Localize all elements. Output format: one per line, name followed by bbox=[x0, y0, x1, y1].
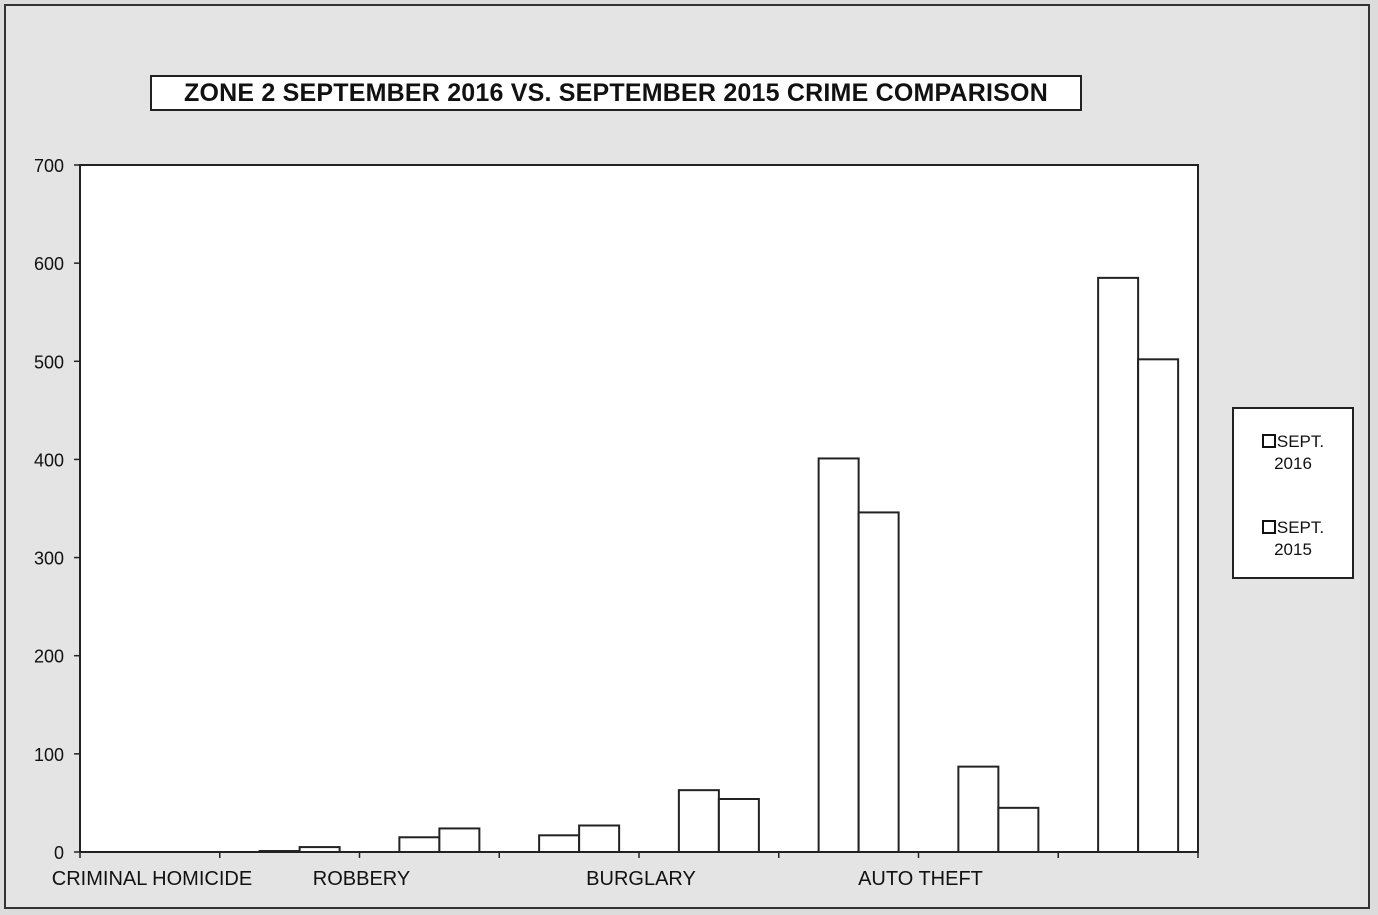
legend-label-line2: 2015 bbox=[1274, 540, 1312, 559]
bars bbox=[258, 276, 1180, 854]
x-tick-label: BURGLARY bbox=[586, 868, 696, 890]
bar-sept-2015 bbox=[997, 806, 1040, 853]
bar-sept-2016 bbox=[398, 836, 441, 853]
y-tick-label: 100 bbox=[34, 745, 64, 765]
y-tick-label: 600 bbox=[34, 254, 64, 274]
legend-item-sept-2015: SEPT. 2015 bbox=[1234, 517, 1352, 561]
bar-sept-2015 bbox=[298, 846, 341, 853]
y-tick-label: 400 bbox=[34, 450, 64, 470]
legend: SEPT. 2016 SEPT. 2015 bbox=[1232, 407, 1354, 579]
bar-sept-2015 bbox=[1137, 358, 1180, 853]
y-axis: 0 100 200 300 400 500 600 700 bbox=[34, 156, 80, 863]
legend-label-line1: SEPT. bbox=[1276, 432, 1325, 451]
legend-swatch-sept-2015 bbox=[1261, 520, 1276, 534]
y-tick-label: 300 bbox=[34, 549, 64, 569]
x-tick-label: CRIMINAL HOMICIDE bbox=[52, 868, 252, 890]
x-tick-label: ROBBERY bbox=[313, 868, 410, 890]
bar-sept-2016 bbox=[538, 834, 581, 854]
y-tick-label: 500 bbox=[34, 352, 64, 372]
bar-sept-2016 bbox=[817, 457, 860, 853]
bar-sept-2016 bbox=[957, 765, 1000, 854]
y-tick-label: 0 bbox=[54, 843, 64, 863]
bar-sept-2015 bbox=[857, 511, 900, 853]
bar-sept-2016 bbox=[677, 789, 720, 853]
x-tick-label: AUTO THEFT bbox=[858, 868, 983, 890]
y-tick-label: 200 bbox=[34, 647, 64, 667]
x-axis: CRIMINAL HOMICIDE ROBBERY BURGLARY AUTO THE… bbox=[52, 852, 1199, 890]
legend-item-sept-2016: SEPT. 2016 bbox=[1234, 431, 1352, 475]
plot-area bbox=[79, 164, 1199, 853]
legend-label-line2: 2016 bbox=[1274, 454, 1312, 473]
legend-swatch-sept-2016 bbox=[1261, 434, 1276, 448]
bar-sept-2015 bbox=[578, 824, 621, 853]
bar-sept-2016 bbox=[1097, 276, 1140, 854]
bar-sept-2015 bbox=[438, 827, 481, 854]
bar-sept-2015 bbox=[717, 798, 760, 854]
legend-label-line1: SEPT. bbox=[1276, 518, 1325, 537]
chart-title: ZONE 2 SEPTEMBER 2016 VS. SEPTEMBER 2015… bbox=[150, 75, 1082, 111]
y-tick-label: 700 bbox=[34, 156, 64, 176]
bar-sept-2016 bbox=[258, 850, 301, 853]
